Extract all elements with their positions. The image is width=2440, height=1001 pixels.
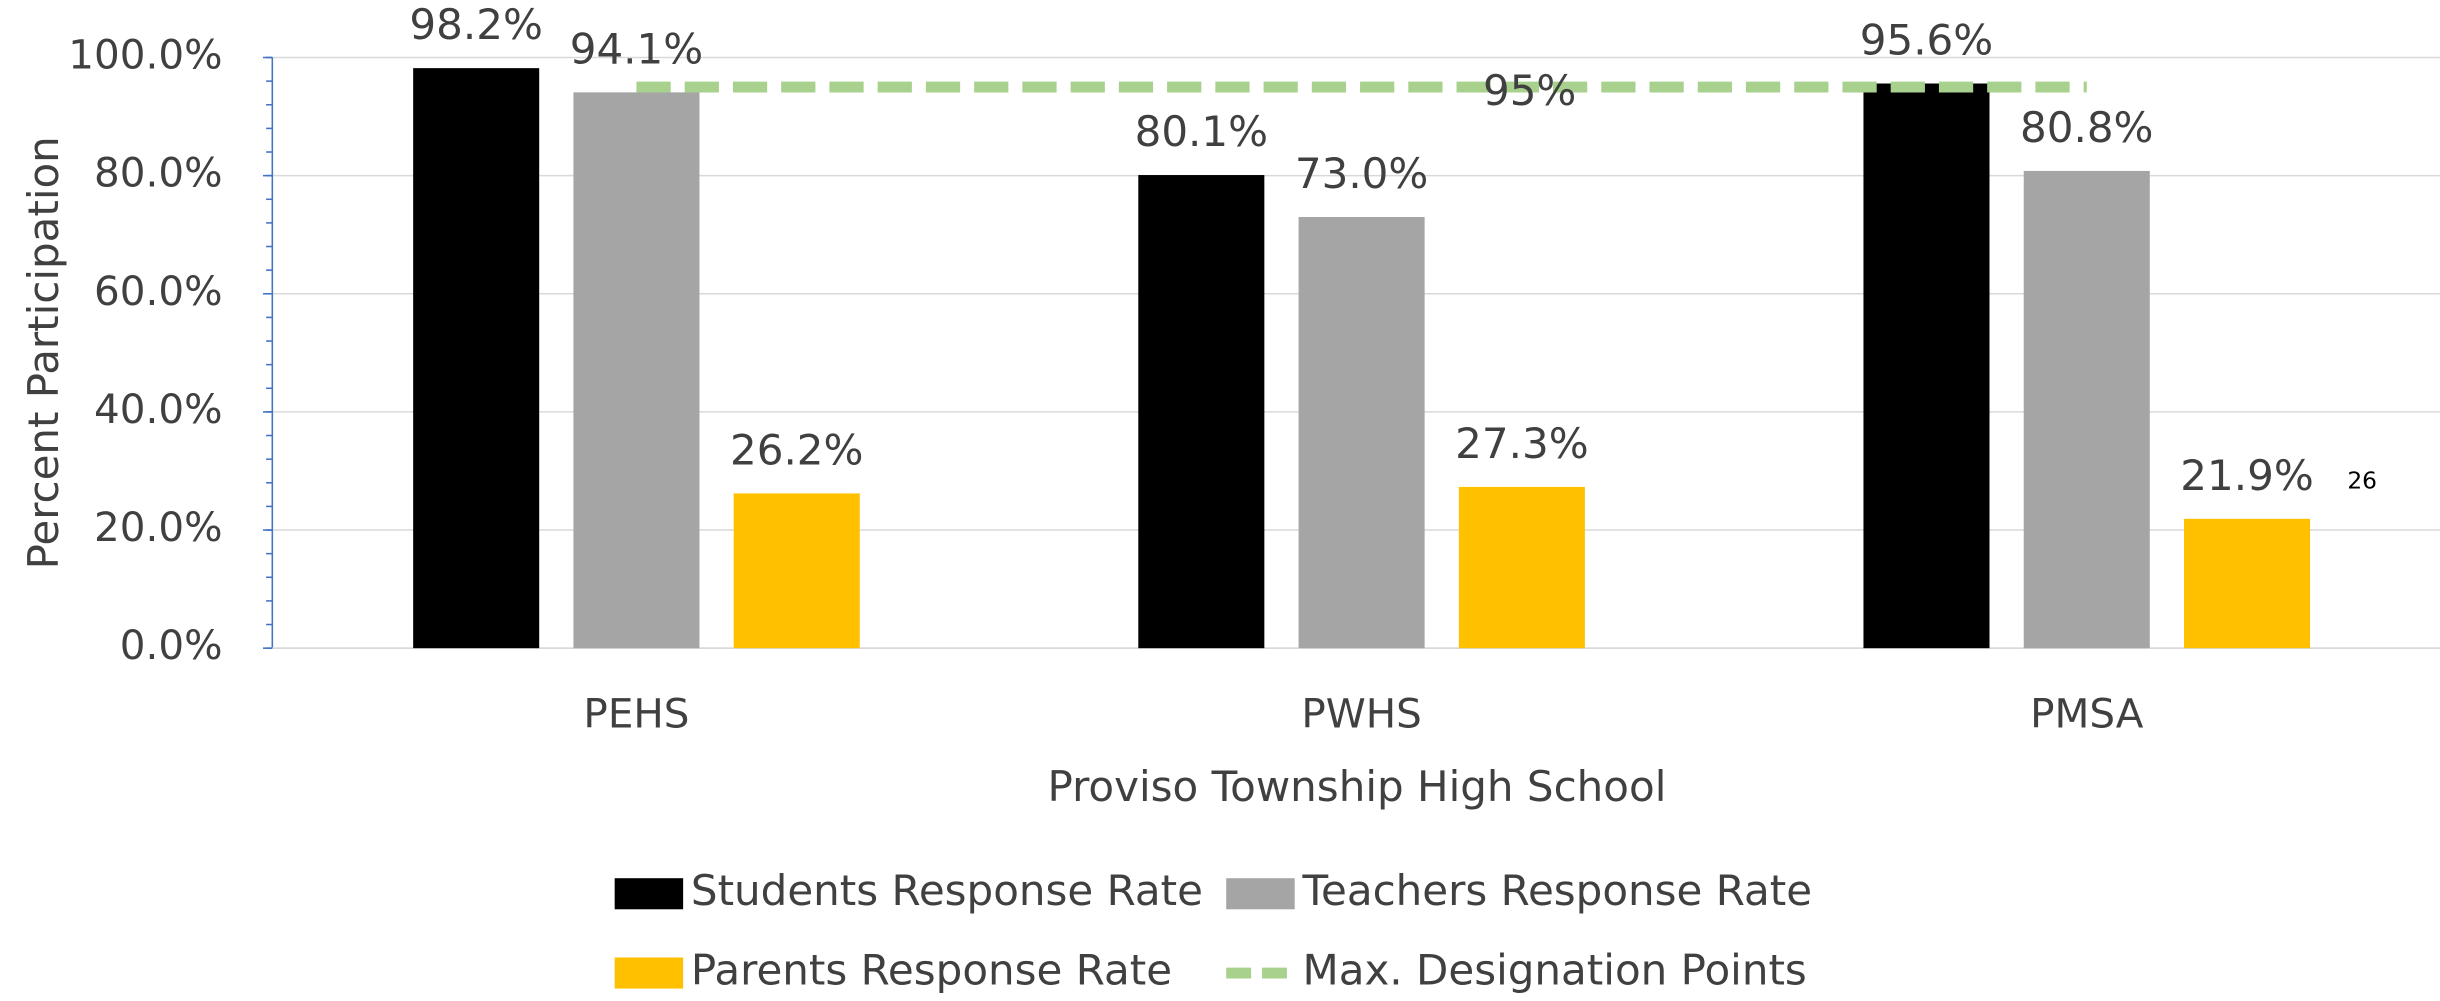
x-axis-title: Proviso Township High School <box>1047 762 1666 811</box>
line-label: 95% <box>1483 66 1576 115</box>
data-label: 80.8% <box>2020 103 2153 152</box>
bar <box>1863 83 1990 649</box>
y-tick-label: 20.0% <box>94 503 222 551</box>
y-tick-label: 0.0% <box>120 621 223 669</box>
data-label: 98.2% <box>409 0 542 49</box>
data-label: 27.3% <box>1455 419 1588 468</box>
legend-label: Students Response Rate <box>691 866 1203 915</box>
page-number: 26 <box>2347 467 2377 494</box>
legend-label: Teachers Response Rate <box>1301 866 1812 915</box>
legend-label: Parents Response Rate <box>691 946 1172 995</box>
y-tick-label: 80.0% <box>94 149 222 197</box>
y-axis-title: Percent Participation <box>19 136 68 569</box>
data-label: 95.6% <box>1860 16 1993 65</box>
y-tick-label: 100.0% <box>68 31 222 79</box>
data-label: 73.0% <box>1295 149 1428 198</box>
legend-label: Max. Designation Points <box>1302 946 1806 995</box>
data-label: 21.9% <box>2180 451 2313 500</box>
y-tick-label: 40.0% <box>94 385 222 433</box>
data-label: 80.1% <box>1135 107 1268 156</box>
x-tick-label: PWHS <box>1301 690 1421 738</box>
data-label: 94.1% <box>570 24 703 73</box>
y-tick-label: 60.0% <box>94 267 222 315</box>
bar <box>2023 170 2150 649</box>
bar <box>573 92 700 649</box>
legend-swatch <box>614 957 684 989</box>
bar <box>733 493 860 649</box>
bar <box>1298 216 1425 649</box>
legend-swatch <box>1226 878 1295 910</box>
data-label: 26.2% <box>730 426 863 475</box>
bar <box>413 68 540 649</box>
x-tick-label: PEHS <box>583 690 689 738</box>
bar <box>1138 175 1265 649</box>
bar <box>2184 518 2311 649</box>
bar <box>1458 486 1585 649</box>
x-tick-label: PMSA <box>2030 690 2144 738</box>
legend-swatch <box>614 878 684 910</box>
